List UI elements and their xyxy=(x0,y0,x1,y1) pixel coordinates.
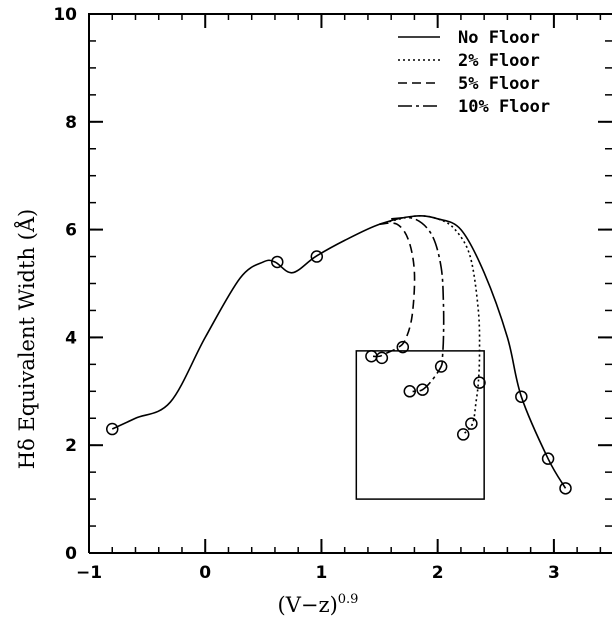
markers-layer xyxy=(105,250,572,495)
data-point-2pct-floor xyxy=(473,376,486,389)
series-layer xyxy=(111,215,567,500)
series-line-5pct-floor xyxy=(371,222,416,358)
data-point-10pct-floor xyxy=(434,360,448,373)
data-point-no-floor xyxy=(515,390,528,403)
y-tick-label: 2 xyxy=(65,436,77,456)
data-point-5pct-floor xyxy=(375,351,389,365)
data-point-10pct-floor xyxy=(403,385,417,398)
x-tick-label: −1 xyxy=(76,563,102,583)
y-tick-label: 4 xyxy=(65,328,77,348)
selection-box xyxy=(355,350,485,500)
y-axis-title: Hδ Equivalent Width (Å) xyxy=(14,209,39,469)
x-tick-label: 1 xyxy=(316,563,328,583)
series-line-2pct-floor xyxy=(379,215,481,435)
series-line-no-floor xyxy=(111,215,567,489)
x-tick-label: 3 xyxy=(548,563,560,583)
data-point-5pct-floor xyxy=(365,350,378,363)
data-point-5pct-floor xyxy=(396,340,410,354)
data-point-2pct-floor xyxy=(456,428,470,441)
data-point-no-floor xyxy=(271,255,284,269)
legend: No Floor 2% Floor 5% Floor 10% Floor xyxy=(398,28,550,117)
x-axis-exponent: 0.9 xyxy=(338,592,359,607)
plot-frame xyxy=(88,13,612,554)
x-axis-label: (V−z) xyxy=(278,593,338,617)
series-line-10pct-floor xyxy=(391,216,445,393)
legend-label-5pct-floor: 5% Floor xyxy=(458,74,540,94)
data-point-no-floor xyxy=(105,422,119,436)
y-tick-label: 10 xyxy=(53,5,77,25)
x-tick-label: 0 xyxy=(199,563,211,583)
data-point-10pct-floor xyxy=(416,383,429,396)
data-point-no-floor xyxy=(559,482,572,495)
data-point-no-floor xyxy=(541,452,555,465)
x-tick-label: 2 xyxy=(432,563,444,583)
y-tick-label: 6 xyxy=(65,221,77,241)
y-tick-label: 8 xyxy=(65,113,77,133)
x-axis-title: (V−z)0.9 xyxy=(278,592,359,617)
data-point-no-floor xyxy=(310,250,324,263)
legend-label-2pct-floor: 2% Floor xyxy=(458,51,540,71)
data-point-2pct-floor xyxy=(465,417,478,430)
legend-label-no-floor: No Floor xyxy=(458,28,540,48)
legend-label-10pct-floor: 10% Floor xyxy=(458,97,550,117)
y-tick-label: 0 xyxy=(65,544,77,564)
